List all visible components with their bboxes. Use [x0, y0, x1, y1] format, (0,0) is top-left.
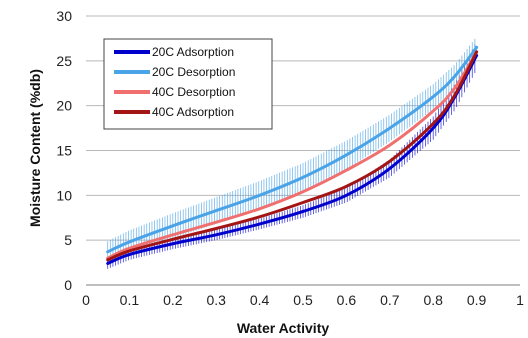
- x-tick-labels: 0 0.1 0.2 0.3 0.4 0.5 0.6 0.7 0.8 0.9 1: [82, 292, 524, 308]
- x-axis-title: Water Activity: [237, 320, 330, 336]
- y-axis-title: Moisture Content (%db): [27, 69, 43, 227]
- x-tick-label: 1: [516, 292, 524, 308]
- y-tick-label: 20: [56, 98, 72, 114]
- x-tick-label: 0.8: [423, 292, 443, 308]
- series-line-3: [106, 50, 479, 262]
- series-lines: [106, 45, 479, 265]
- x-tick-label: 0.6: [337, 292, 357, 308]
- legend-label: 40C Adsorption: [152, 105, 234, 119]
- series-line-2: [106, 50, 479, 260]
- x-tick-label: 0.9: [467, 292, 487, 308]
- x-tick-label: 0.3: [206, 292, 226, 308]
- y-tick-label: 5: [64, 232, 72, 248]
- y-tick-label: 15: [56, 143, 72, 159]
- series-line-0: [106, 53, 479, 265]
- x-tick-label: 0.1: [120, 292, 140, 308]
- x-tick-label: 0.2: [163, 292, 183, 308]
- legend: 20C Adsorption 20C Desorption 40C Desorpti…: [103, 38, 273, 130]
- x-tick-label: 0.4: [250, 292, 270, 308]
- series-line-1: [106, 45, 479, 254]
- y-tick-labels: 0 5 10 15 20 25 30: [56, 8, 72, 293]
- legend-label: 20C Adsorption: [152, 45, 234, 59]
- legend-label: 20C Desorption: [152, 65, 235, 79]
- y-tick-label: 30: [56, 8, 72, 24]
- x-tick-label: 0.5: [293, 292, 313, 308]
- x-tick-label: 0.7: [380, 292, 400, 308]
- legend-label: 40C Desorption: [152, 85, 235, 99]
- y-tick-label: 10: [56, 187, 72, 203]
- y-tick-label: 25: [56, 53, 72, 69]
- y-tick-label: 0: [64, 277, 72, 293]
- x-tick-label: 0: [82, 292, 90, 308]
